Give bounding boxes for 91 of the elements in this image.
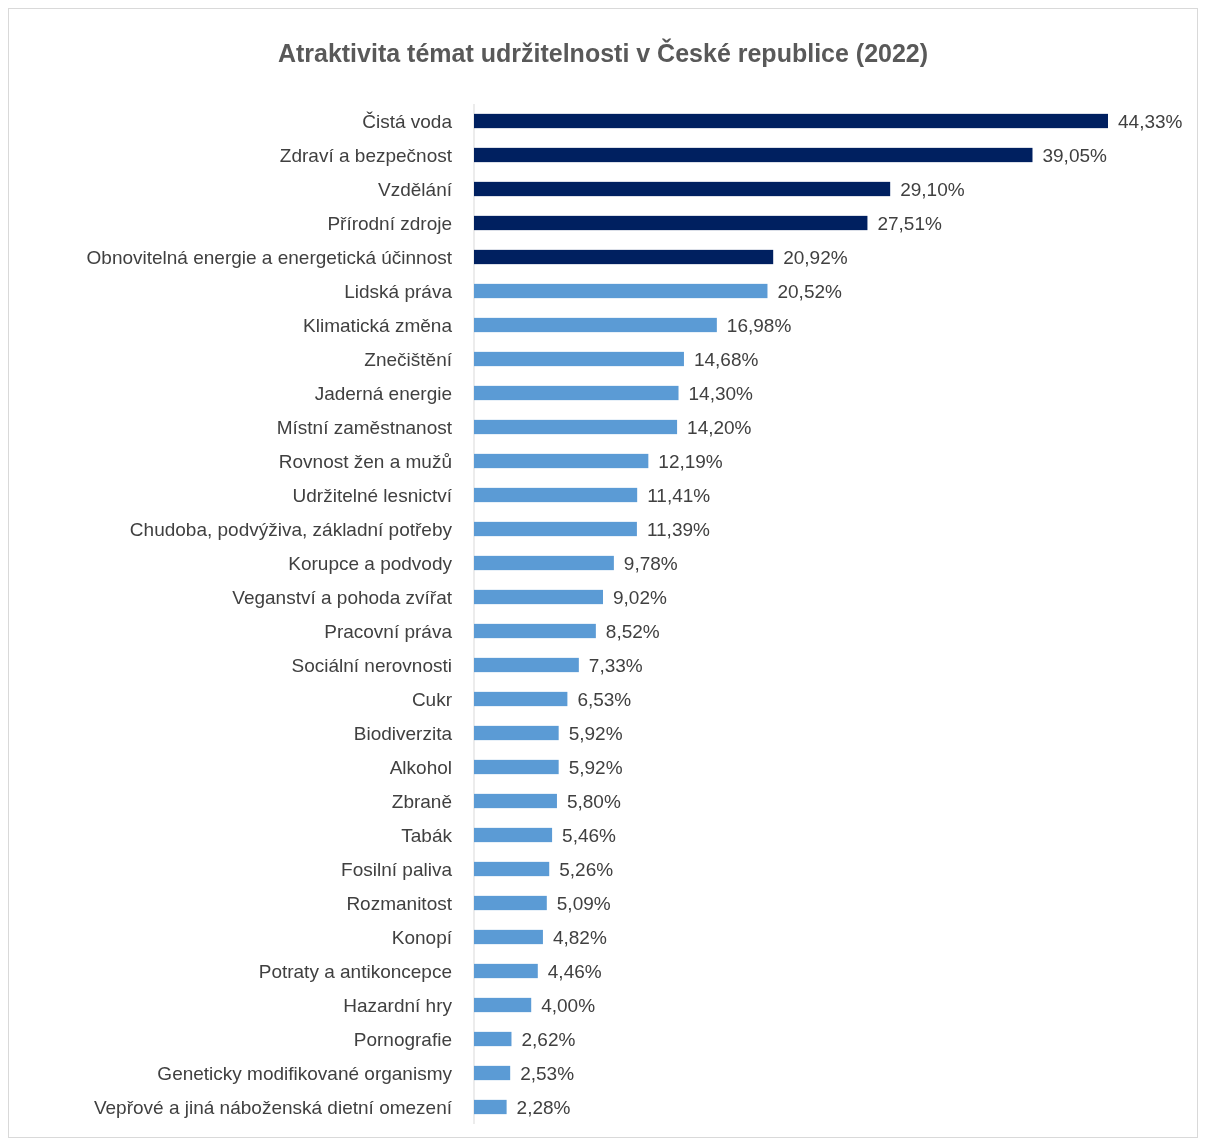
bar xyxy=(474,759,559,775)
y-tick-label: Zbraně xyxy=(391,790,452,812)
y-tick-label: Jaderná energie xyxy=(314,382,452,404)
bar xyxy=(474,691,568,707)
data-label: 12,19% xyxy=(658,450,723,472)
y-tick-label: Zdraví a bezpečnost xyxy=(279,144,453,166)
bar xyxy=(474,181,891,197)
y-tick-label: Pracovní práva xyxy=(324,620,453,642)
data-label: 29,10% xyxy=(900,178,965,200)
y-tick-label: Vepřové a jiná náboženská dietní omezení xyxy=(93,1096,453,1118)
data-label: 39,05% xyxy=(1042,144,1108,166)
bar xyxy=(474,385,679,401)
data-label: 4,00% xyxy=(541,994,596,1016)
bar xyxy=(474,1065,511,1081)
y-tick-label: Chudoba, podvýživa, základní potřeby xyxy=(129,518,453,540)
y-tick-label: Veganství a pohoda zvířat xyxy=(232,586,453,608)
data-label: 14,30% xyxy=(688,382,754,404)
data-label: 2,62% xyxy=(521,1028,576,1050)
y-tick-label: Fosilní paliva xyxy=(341,858,453,880)
bar xyxy=(474,997,532,1013)
y-tick-label: Rovnost žen a mužů xyxy=(278,450,452,472)
bar xyxy=(474,589,603,605)
data-label: 5,92% xyxy=(568,756,623,778)
data-label: 5,46% xyxy=(562,824,617,846)
y-tick-label: Pornografie xyxy=(353,1028,452,1050)
y-tick-label: Čistá voda xyxy=(362,110,453,132)
y-tick-label: Geneticky modifikované organismy xyxy=(157,1062,453,1084)
y-tick-label: Místní zaměstnanost xyxy=(276,416,453,438)
y-tick-label: Znečištění xyxy=(364,348,453,370)
y-tick-label: Tabák xyxy=(401,824,453,846)
bar xyxy=(474,793,557,809)
data-label: 14,68% xyxy=(693,348,759,370)
data-label: 2,53% xyxy=(520,1062,575,1084)
y-tick-label: Biodiverzita xyxy=(353,722,453,744)
y-tick-label: Alkohol xyxy=(389,756,452,778)
bar xyxy=(474,861,550,877)
bar xyxy=(474,249,774,265)
data-label: 14,20% xyxy=(687,416,752,438)
bar xyxy=(474,1099,507,1115)
data-label: 7,33% xyxy=(588,654,643,676)
bar xyxy=(474,827,553,843)
data-label: 11,41% xyxy=(647,484,711,506)
data-label: 11,39% xyxy=(646,518,711,540)
y-tick-label: Hazardní hry xyxy=(343,994,453,1016)
bar xyxy=(474,929,543,945)
bar xyxy=(474,283,768,299)
bar xyxy=(474,521,637,537)
y-tick-label: Korupce a podvody xyxy=(288,552,453,574)
data-label: 4,46% xyxy=(547,960,602,982)
data-label: 5,80% xyxy=(566,790,621,812)
data-label: 20,92% xyxy=(783,246,848,268)
y-tick-label: Klimatická změna xyxy=(303,314,453,336)
data-label: 16,98% xyxy=(726,314,792,336)
y-tick-label: Potraty a antikoncepce xyxy=(258,960,452,982)
bar xyxy=(474,623,596,639)
bar xyxy=(474,317,717,333)
data-label: 44,33% xyxy=(1118,110,1183,132)
bar xyxy=(474,963,538,979)
y-tick-label: Cukr xyxy=(411,688,453,710)
bar xyxy=(474,419,678,435)
data-label: 9,02% xyxy=(613,586,667,608)
y-tick-label: Sociální nerovnosti xyxy=(291,654,452,676)
y-tick-label: Lidská práva xyxy=(344,280,453,302)
data-label: 8,52% xyxy=(605,620,660,642)
data-label: 20,52% xyxy=(777,280,843,302)
data-label: 5,26% xyxy=(559,858,614,880)
y-tick-label: Přírodní zdroje xyxy=(327,212,452,234)
bar xyxy=(474,487,638,503)
bar xyxy=(474,555,614,571)
data-label: 2,28% xyxy=(516,1096,571,1118)
data-label: 9,78% xyxy=(623,552,678,574)
bar xyxy=(474,215,868,231)
bar xyxy=(474,351,684,367)
y-tick-label: Udržitelné lesnictví xyxy=(292,484,453,506)
data-label: 4,82% xyxy=(552,926,607,948)
y-tick-label: Konopí xyxy=(391,926,453,948)
y-tick-label: Rozmanitost xyxy=(346,892,453,914)
chart-title: Atraktivita témat udržitelnosti v České republice (2022) xyxy=(277,38,929,67)
bar xyxy=(474,657,579,673)
data-label: 27,51% xyxy=(877,212,942,234)
bar xyxy=(474,113,1108,129)
y-tick-label: Vzdělání xyxy=(378,178,453,200)
y-tick-label: Obnovitelná energie a energetická účinnost xyxy=(86,246,453,268)
bar xyxy=(474,725,559,741)
data-label: 5,09% xyxy=(556,892,611,914)
bar xyxy=(474,895,547,911)
data-label: 6,53% xyxy=(577,688,632,710)
bar xyxy=(474,453,649,469)
bar xyxy=(474,1031,512,1047)
bar xyxy=(474,147,1033,163)
data-label: 5,92% xyxy=(568,722,623,744)
